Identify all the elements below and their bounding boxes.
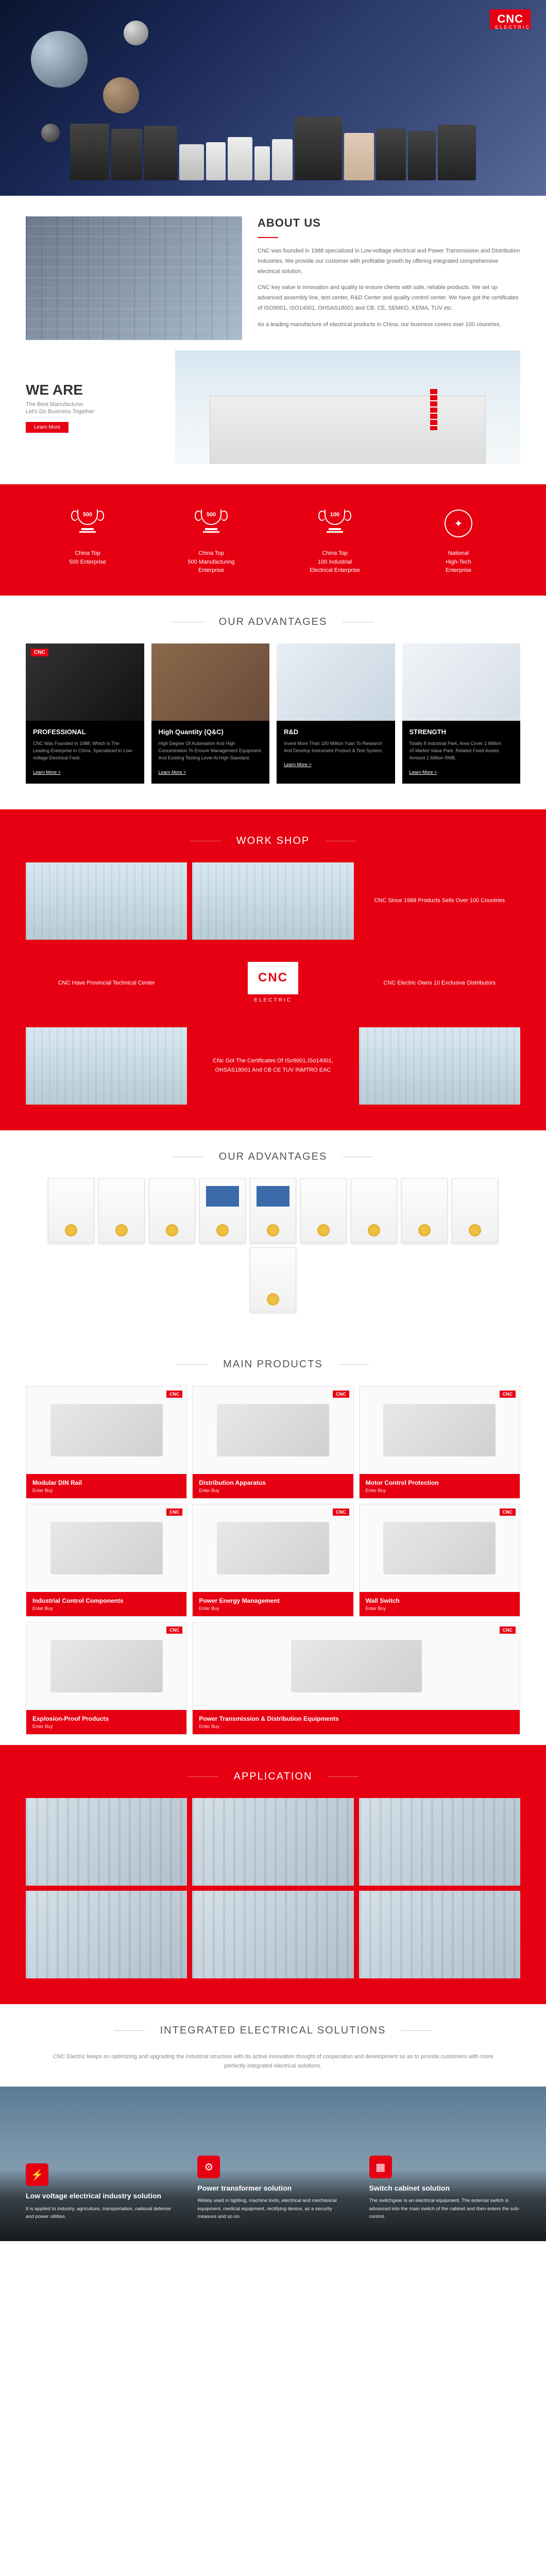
hero-banner: CNC ELECTRIC xyxy=(0,0,546,196)
adv-learn-more-link[interactable]: Learn More > xyxy=(410,770,437,775)
application-image xyxy=(192,1798,353,1886)
hero-product-row xyxy=(70,116,476,180)
certificate xyxy=(250,1178,296,1243)
application-image xyxy=(359,1798,520,1886)
application-image xyxy=(26,1891,187,1978)
workshop-section: WORK SHOP CNC Since 1988 Products Sells … xyxy=(0,809,546,1130)
certificate xyxy=(351,1178,397,1243)
adv-learn-more-link[interactable]: Learn More > xyxy=(33,770,61,775)
certificate xyxy=(401,1178,448,1243)
advantage-card[interactable]: PROFESSIONAL CNC Was Founded In 1988, Wh… xyxy=(26,643,144,784)
products-grid: CNC Modular DIN RailEnter Buy CNC Distri… xyxy=(0,1386,546,1745)
certificate xyxy=(48,1178,94,1243)
adv-learn-more-link[interactable]: Learn More > xyxy=(159,770,186,775)
about-title: ABOUT US xyxy=(258,216,520,230)
advantage-card[interactable]: High Quantity (Q&C) High Degree Of Autom… xyxy=(151,643,270,784)
application-image xyxy=(26,1798,187,1886)
workshop-image xyxy=(192,862,353,940)
certificate xyxy=(98,1178,145,1243)
cabinet-icon: ▦ xyxy=(369,2156,392,2178)
solution-column: ⚡ Low voltage electrical industry soluti… xyxy=(26,2163,177,2221)
bolt-icon: ⚡ xyxy=(26,2163,48,2186)
product-card[interactable]: CNC Motor Control ProtectionEnter Buy xyxy=(359,1386,520,1499)
advantages-grid: PROFESSIONAL CNC Was Founded In 1988, Wh… xyxy=(0,643,546,809)
solutions-section: INTEGRATED ELECTRICAL SOLUTIONS CNC Elec… xyxy=(0,2004,546,2272)
brand-logo-sub: ELECTRIC xyxy=(495,25,531,30)
workshop-text: CNC Since 1988 Products Sells Over 100 C… xyxy=(359,862,520,940)
section-header-certs: OUR ADVANTAGES xyxy=(0,1130,546,1178)
application-section: APPLICATION xyxy=(0,1745,546,2004)
section-header-products: MAIN PRODUCTS xyxy=(0,1338,546,1386)
product-card[interactable]: CNC Wall SwitchEnter Buy xyxy=(359,1504,520,1617)
advantage-card[interactable]: R&D Invest More Than 100 Million Yuan To… xyxy=(277,643,395,784)
product-card[interactable]: CNC Modular DIN RailEnter Buy xyxy=(26,1386,187,1499)
solution-column: ⚙ Power transformer solution Widely used… xyxy=(197,2156,348,2221)
certificate xyxy=(199,1178,246,1243)
about-body: CNC was founded in 1988 specialized in L… xyxy=(258,246,520,330)
learn-more-button[interactable]: Learn More xyxy=(26,422,69,433)
weare-image xyxy=(175,350,520,464)
certificate xyxy=(149,1178,195,1243)
section-header-advantages: OUR ADVANTAGES xyxy=(0,596,546,643)
product-card[interactable]: CNC Explosion-Proof ProductsEnter Buy xyxy=(26,1622,187,1735)
about-image xyxy=(26,216,242,340)
workshop-image xyxy=(26,862,187,940)
certificates-row xyxy=(0,1178,546,1338)
solution-column: ▦ Switch cabinet solution The switchgear… xyxy=(369,2156,520,2221)
advantage-card[interactable]: STRENGTH Totally 8 Industrial Park, Area… xyxy=(402,643,521,784)
about-section: ABOUT US CNC was founded in 1988 special… xyxy=(0,196,546,350)
transformer-icon: ⚙ xyxy=(197,2156,220,2178)
workshop-image xyxy=(26,1027,187,1105)
application-image xyxy=(192,1891,353,1978)
weare-sub1: The Best Manufacturer xyxy=(26,401,160,408)
awards-row: 500 China Top500 Enterprise 500 China To… xyxy=(0,484,546,596)
workshop-text: CNc Got The Certificates Of ISo9001,ISo1… xyxy=(192,1027,353,1105)
workshop-text: CNC Electric Owns 10 Exclusive Distribut… xyxy=(359,945,520,1022)
weare-section: WE ARE The Best Manufacturer Let's Do Bu… xyxy=(0,350,546,484)
award-item: 500 China Top500 Enterprise xyxy=(26,505,149,575)
certificate xyxy=(452,1178,498,1243)
workshop-text: CNC Have Provincial Technical Center xyxy=(26,945,187,1022)
certificate xyxy=(250,1247,296,1312)
workshop-logo: CNC ELECTRIC xyxy=(192,945,353,1022)
award-item: 500 China Top500 ManufacturingEnterprise xyxy=(149,505,273,575)
product-card[interactable]: CNC Power Transmission & Distribution Eq… xyxy=(192,1622,520,1735)
weare-title: WE ARE xyxy=(26,382,160,398)
solutions-banner: ⚡ Low voltage electrical industry soluti… xyxy=(0,2087,546,2241)
certificate xyxy=(300,1178,347,1243)
weare-sub2: Let's Do Business Together xyxy=(26,409,160,415)
application-image xyxy=(359,1891,520,1978)
product-card[interactable]: CNC Industrial Control ComponentsEnter B… xyxy=(26,1504,187,1617)
workshop-image xyxy=(359,1027,520,1105)
adv-learn-more-link[interactable]: Learn More > xyxy=(284,762,312,767)
award-item: ✦ NationalHigh-TechEnterprise xyxy=(397,505,520,575)
product-card[interactable]: CNC Power Energy ManagementEnter Buy xyxy=(192,1504,353,1617)
solutions-intro: CNC Electric keeps on optimizing and upg… xyxy=(0,2052,546,2087)
product-card[interactable]: CNC Distribution ApparatusEnter Buy xyxy=(192,1386,353,1499)
award-item: 100 China Top100 IndustrialElectrical En… xyxy=(273,505,397,575)
